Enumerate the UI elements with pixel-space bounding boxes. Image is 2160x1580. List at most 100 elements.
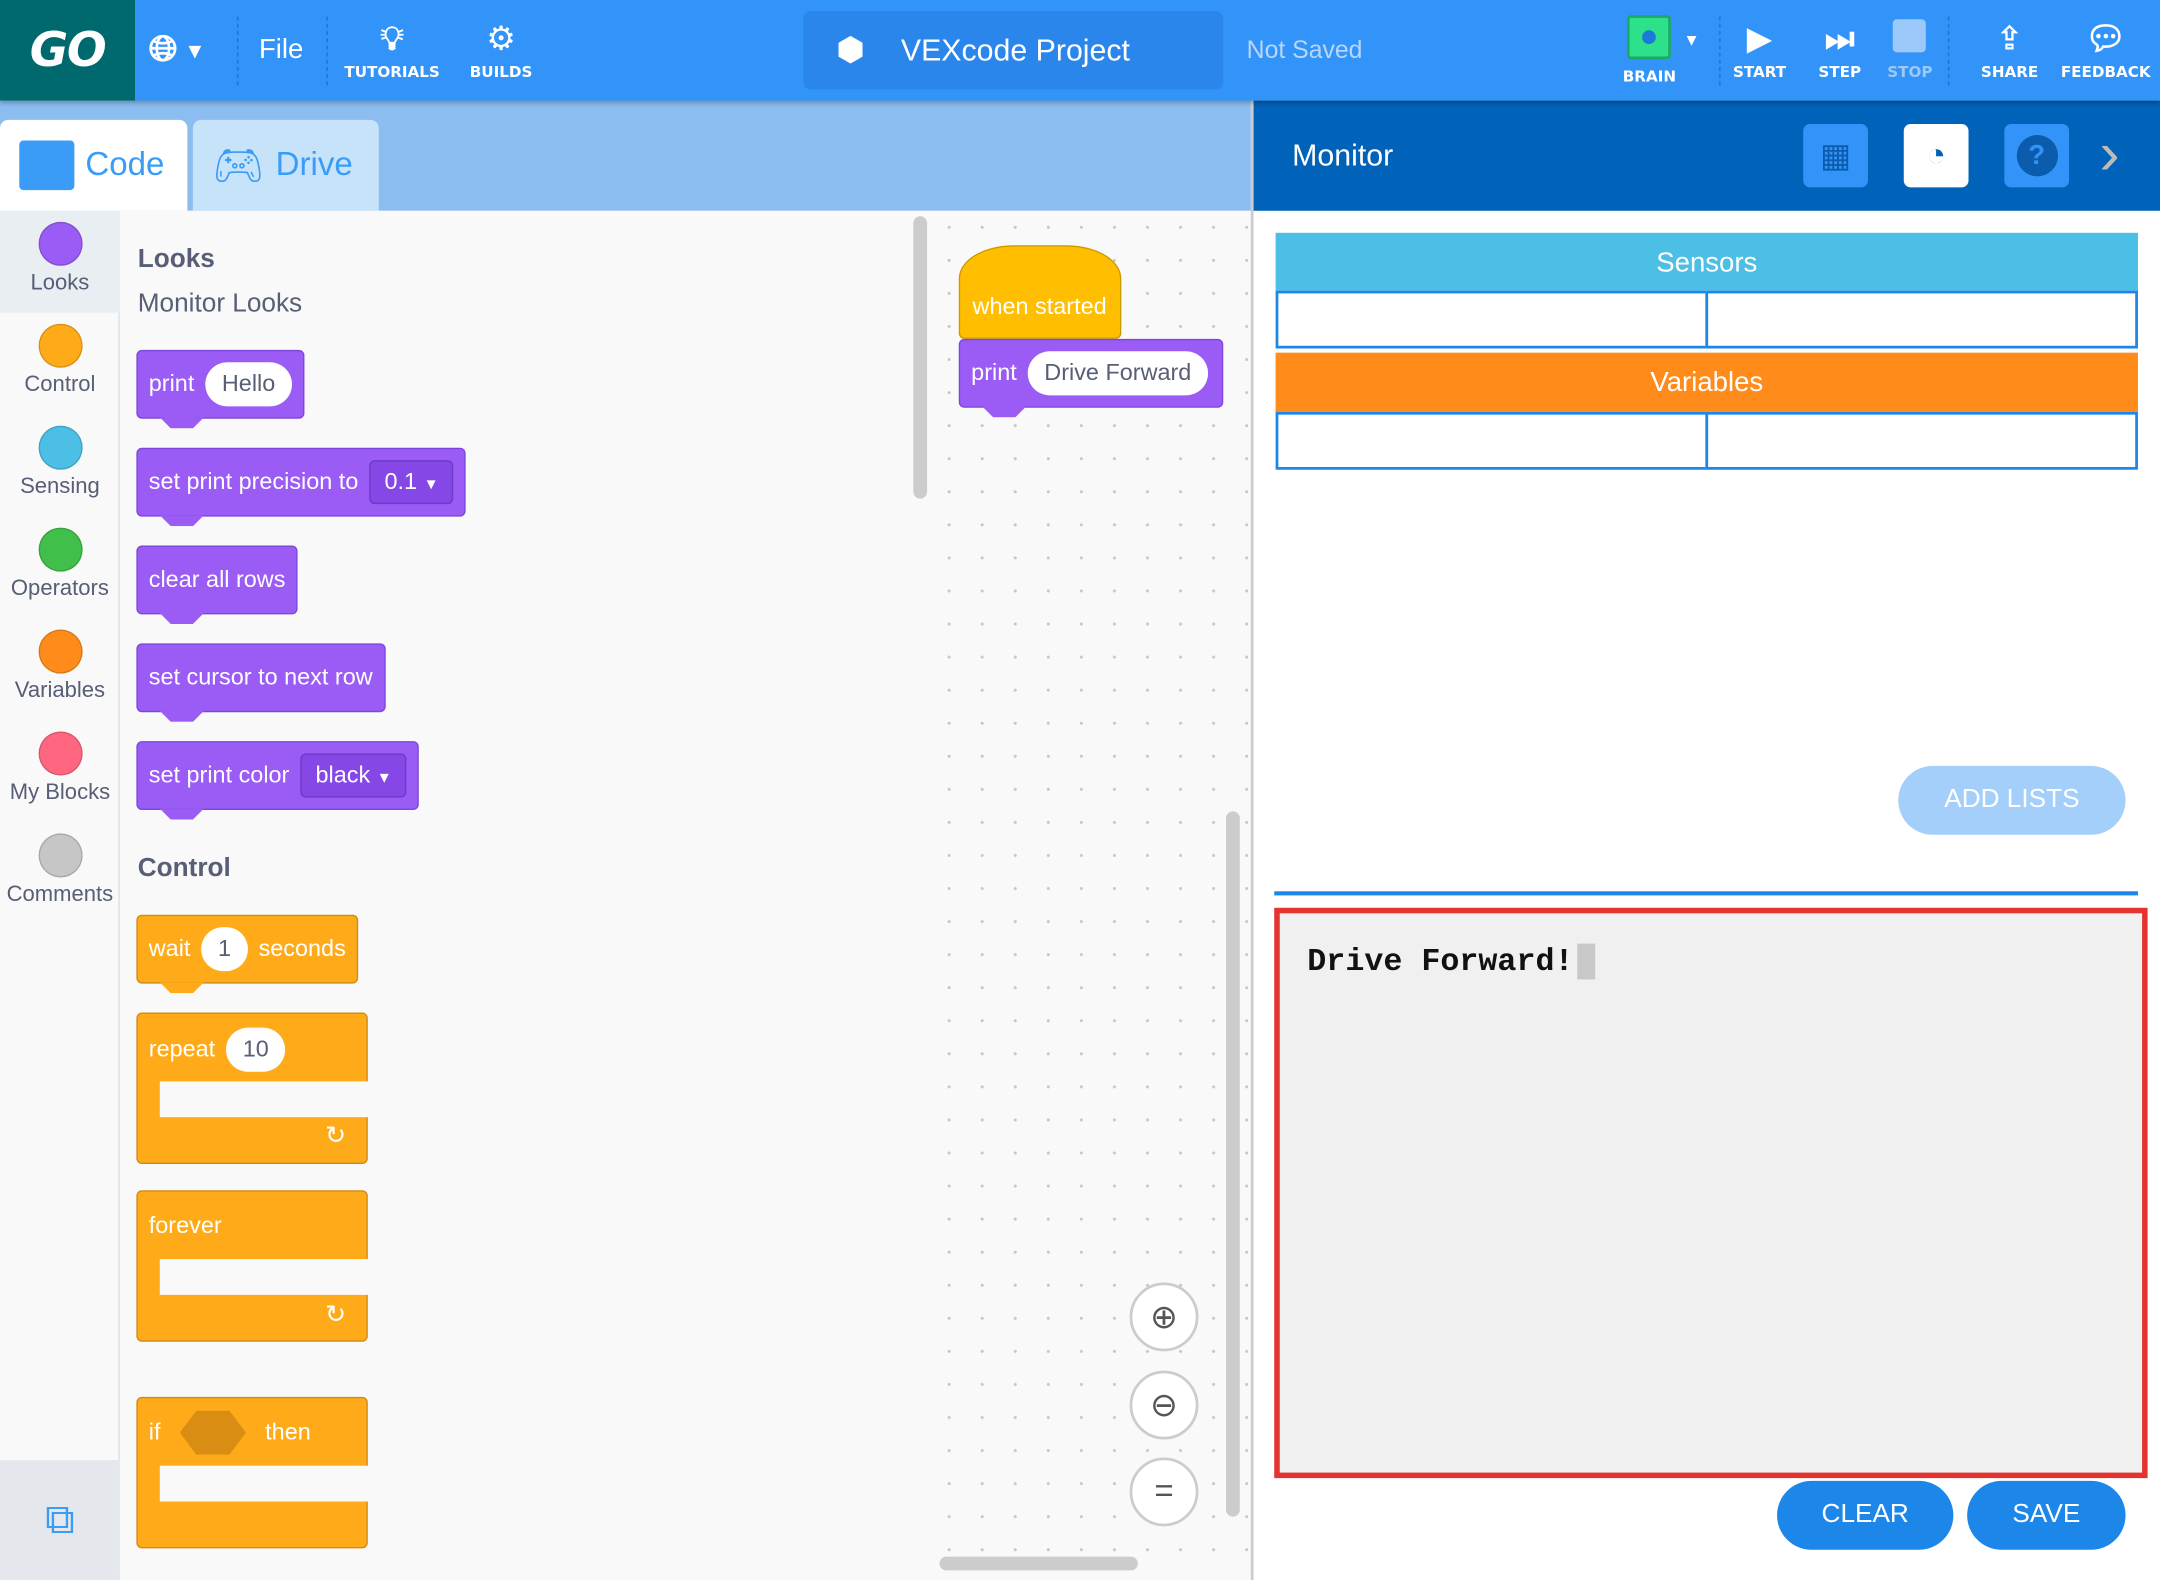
save-status: Not Saved [1246, 35, 1363, 64]
workspace-horizontal-scrollbar[interactable] [939, 1556, 1138, 1571]
tab-code-label: Code [85, 146, 165, 184]
hexagon-icon: ⬢ [836, 31, 866, 69]
stop-label: STOP [1887, 63, 1933, 82]
category-label: Control [24, 373, 96, 397]
monitor-button[interactable]: ◔ [1903, 123, 1969, 188]
category-label: Variables [14, 679, 106, 703]
block-label: set print color [148, 761, 290, 788]
workspace-vertical-scrollbar[interactable] [1226, 811, 1240, 1517]
console-output: Drive Forward! [1307, 943, 1574, 980]
category-comments[interactable]: Comments [0, 822, 120, 924]
variables-dot-icon [37, 629, 82, 674]
feedback-button[interactable]: 💬︎ FEEDBACK [2061, 0, 2151, 101]
set-print-color-block[interactable]: set print color black ▼ [136, 741, 420, 810]
wait-block[interactable]: wait 1 seconds [136, 914, 359, 984]
help-button[interactable]: ? [2004, 123, 2070, 188]
ports-button[interactable]: ▦ [1803, 123, 1868, 188]
category-menu: Looks Control Sensing Operators Variable… [0, 210, 120, 1580]
print-value-input[interactable]: Drive Forward [1027, 351, 1208, 396]
monitor-title: Monitor [1292, 137, 1394, 173]
block-label: set cursor to next row [148, 663, 373, 691]
category-control[interactable]: Control [0, 313, 120, 415]
tab-drive[interactable]: 🎮︎ Drive [192, 119, 379, 211]
brain-icon [1627, 15, 1672, 60]
feedback-label: FEEDBACK [2060, 63, 2151, 82]
block-label: if [148, 1418, 161, 1446]
clear-all-rows-block[interactable]: clear all rows [136, 545, 298, 615]
extensions-button[interactable]: ⧉ [0, 1460, 120, 1580]
brain-button[interactable]: BRAIN [1623, 0, 1676, 101]
control-header: Control [137, 854, 231, 884]
chevron-down-icon: ▼ [376, 770, 392, 787]
block-palette [119, 210, 933, 1580]
zoom-in-button[interactable]: ⊕ [1129, 1282, 1199, 1352]
project-name-field[interactable]: ⬢ VEXcode Project [803, 11, 1224, 90]
when-started-block[interactable]: when started [958, 245, 1122, 339]
zoom-out-button[interactable]: ⊖ [1129, 1370, 1199, 1440]
share-button[interactable]: ⇪ SHARE [1981, 0, 2038, 101]
help-icon: ? [2016, 134, 2058, 177]
dashboard-gauge-icon: ◔ [1926, 136, 1947, 174]
looks-header: Looks [137, 245, 215, 275]
category-label: Looks [30, 271, 90, 295]
monitor-looks-subheader: Monitor Looks [137, 289, 303, 319]
category-looks[interactable]: Looks [0, 210, 120, 313]
sensor-cell [1705, 290, 2138, 349]
step-button[interactable]: ⏭︎ STEP [1818, 0, 1861, 101]
play-icon: ▶ [1746, 19, 1773, 58]
set-print-precision-block[interactable]: set print precision to 0.1 ▼ [136, 447, 467, 517]
collapse-panel-chevron-icon[interactable]: › [2099, 119, 2120, 188]
tutorials-button[interactable]: 💡︎ TUTORIALS [344, 0, 439, 101]
file-menu[interactable]: File [258, 34, 304, 65]
tab-drive-label: Drive [275, 146, 353, 184]
variables-header: Variables [1275, 352, 2138, 414]
block-label: clear all rows [148, 566, 286, 593]
lightbulb-icon: 💡︎ [380, 19, 404, 58]
category-variables[interactable]: Variables [0, 619, 120, 721]
sensors-header: Sensors [1275, 232, 2138, 294]
print-color-dropdown[interactable]: black ▼ [300, 753, 407, 798]
print-value-input[interactable]: Hello [205, 362, 292, 407]
precision-dropdown[interactable]: 0.1 ▼ [369, 460, 454, 505]
category-my-blocks[interactable]: My Blocks [0, 720, 120, 822]
set-cursor-next-row-block[interactable]: set cursor to next row [136, 643, 386, 713]
add-lists-button[interactable]: ADD LISTS [1898, 765, 2126, 835]
wait-value-input[interactable]: 1 [201, 927, 248, 972]
port-icon: ▦ [1819, 137, 1852, 175]
code-workspace[interactable] [932, 210, 1251, 1580]
zoom-out-icon: ⊖ [1150, 1386, 1178, 1424]
step-label: STEP [1818, 63, 1862, 82]
clear-button[interactable]: CLEAR [1777, 1480, 1954, 1550]
block-label: when started [972, 293, 1107, 320]
extension-blocks-icon: ⧉ [45, 1496, 75, 1543]
gamepad-icon: 🎮︎ [212, 142, 265, 189]
category-sensing[interactable]: Sensing [0, 415, 120, 517]
builds-label: BUILDS [469, 63, 533, 82]
language-menu[interactable]: 🌐︎ ▼ [149, 0, 201, 101]
gear-icon: ⚙ [486, 19, 516, 58]
category-operators[interactable]: Operators [0, 517, 120, 619]
sensing-dot-icon [37, 425, 82, 470]
tab-code[interactable]: Code [0, 119, 188, 211]
palette-scrollbar[interactable] [913, 216, 928, 499]
save-button[interactable]: SAVE [1967, 1480, 2126, 1550]
block-label: then [265, 1418, 311, 1446]
stop-button[interactable]: STOP [1887, 0, 1932, 101]
reset-zoom-icon: = [1154, 1472, 1174, 1510]
brain-dropdown-icon[interactable]: ▼ [1683, 30, 1700, 50]
builds-button[interactable]: ⚙ BUILDS [470, 0, 533, 101]
repeat-count-input[interactable]: 10 [226, 1027, 286, 1072]
share-label: SHARE [1980, 63, 2039, 82]
block-label: repeat [148, 1035, 216, 1063]
condition-slot[interactable] [179, 1410, 246, 1455]
feedback-icon: 💬︎ [2084, 19, 2127, 58]
print-console[interactable]: Drive Forward! [1274, 907, 2148, 1479]
dropdown-value: 0.1 [384, 468, 418, 495]
start-button[interactable]: ▶ START [1733, 0, 1786, 101]
workspace-print-block[interactable]: print Drive Forward [958, 338, 1224, 408]
category-label: My Blocks [9, 781, 111, 805]
reset-zoom-button[interactable]: = [1129, 1457, 1199, 1527]
print-block[interactable]: print Hello [136, 349, 305, 419]
operators-dot-icon [37, 527, 82, 572]
block-label: seconds [258, 935, 346, 962]
